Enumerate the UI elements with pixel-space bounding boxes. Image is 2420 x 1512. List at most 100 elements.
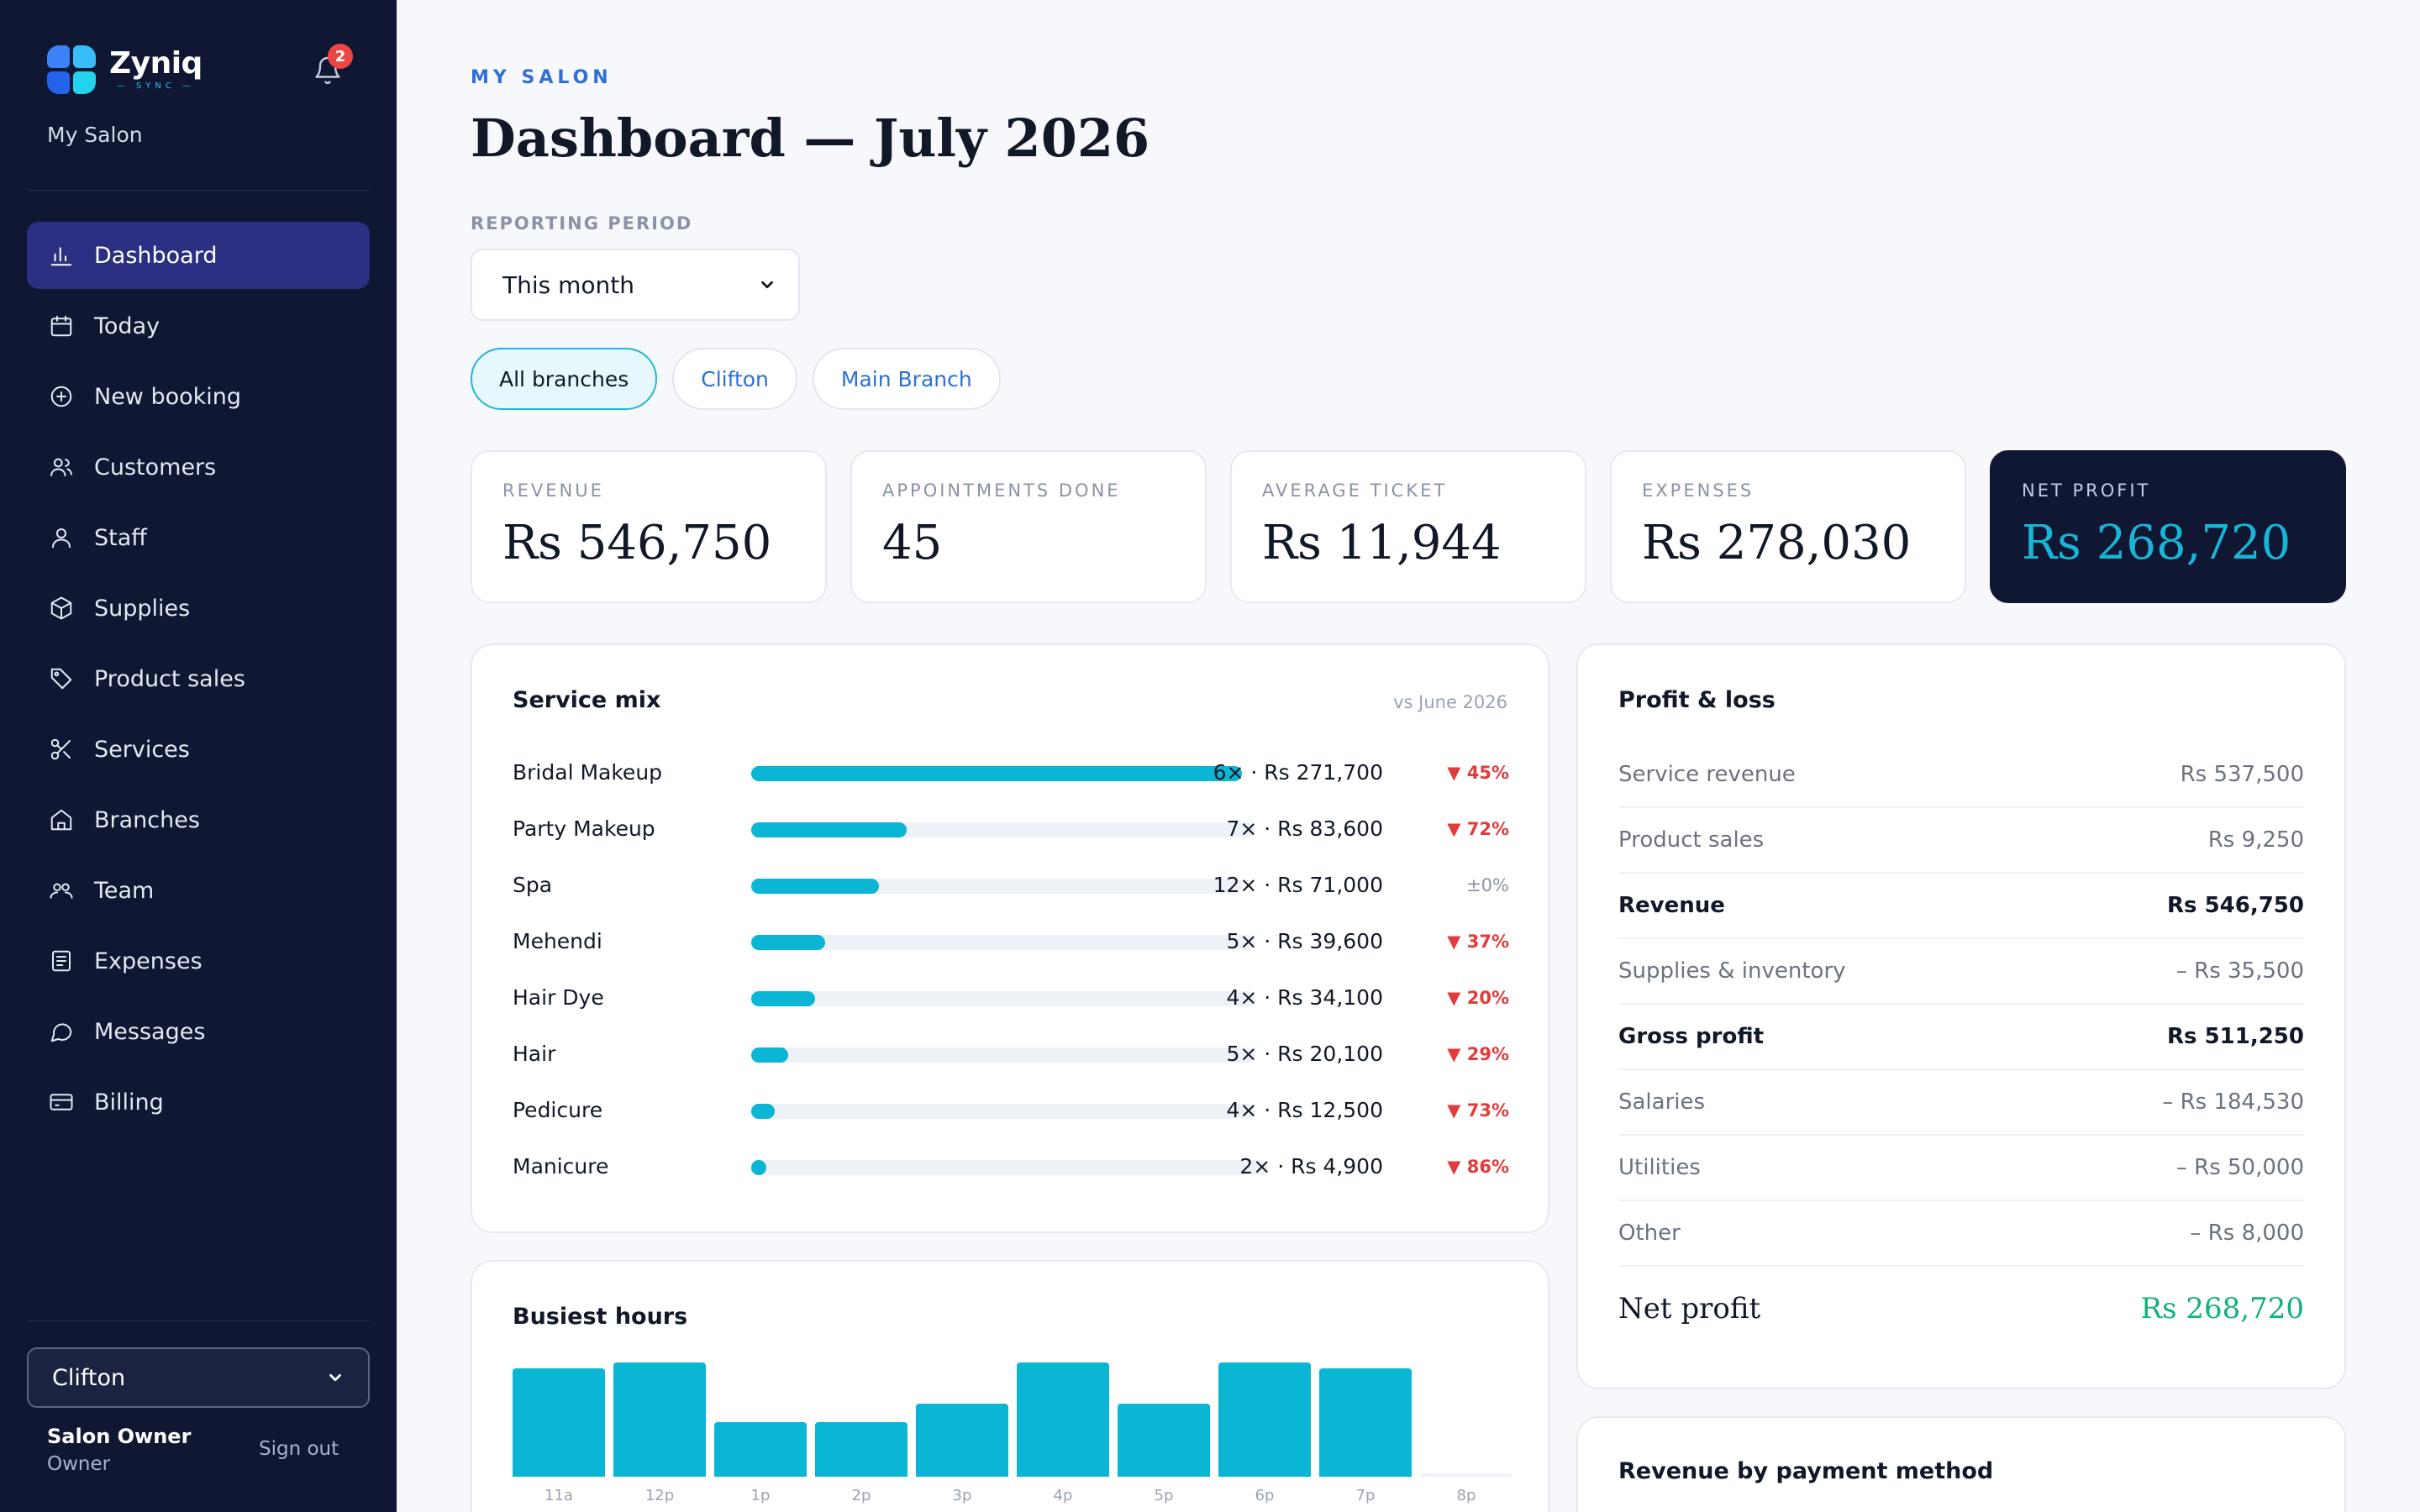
sidebar-item-product-sales[interactable]: Product sales — [27, 645, 370, 712]
sidebar-item-team[interactable]: Team — [27, 857, 370, 924]
pl-value: – Rs 184,530 — [2162, 1089, 2304, 1115]
team-icon — [50, 883, 73, 899]
net-profit-value: Rs 268,720 — [2140, 1292, 2304, 1326]
brand-logo[interactable]: Zyniq — SYNC — — [47, 45, 203, 94]
service-name: Spa — [513, 873, 553, 897]
service-stat: 6× · Rs 271,700 — [1213, 760, 1383, 785]
sidebar-item-label: New booking — [94, 383, 242, 410]
chip-clifton[interactable]: Clifton — [672, 348, 797, 410]
sidebar-item-label: Dashboard — [94, 242, 218, 269]
sidebar-item-label: Team — [94, 877, 155, 904]
kpi-revenue: REVENUE Rs 546,750 — [471, 450, 827, 603]
service-bar — [751, 879, 879, 894]
hour-label: 4p — [1053, 1487, 1073, 1504]
scissors-icon — [50, 738, 71, 760]
hour-label: 7p — [1355, 1487, 1376, 1504]
service-mix-row: Pedicure 4× · Rs 12,500 ▼ 73% — [513, 1094, 1509, 1127]
hour-bar — [1017, 1362, 1109, 1477]
service-delta: ±0% — [1466, 875, 1509, 895]
brand-subtitle: — SYNC — — [116, 81, 196, 91]
service-bar — [751, 1104, 775, 1119]
payment-method-card: Revenue by payment method — [1576, 1416, 2346, 1512]
kpi-value: Rs 11,944 — [1262, 516, 1502, 570]
card-title: Service mix — [513, 687, 661, 713]
service-name: Bridal Makeup — [513, 760, 663, 785]
comparison-note: vs June 2026 — [1393, 692, 1507, 712]
reporting-period-select[interactable]: This month — [471, 249, 800, 321]
pl-row: Service revenue Rs 537,500 — [1618, 743, 2304, 808]
credit-card-icon — [50, 1094, 73, 1110]
chip-all-branches[interactable]: All branches — [471, 348, 658, 410]
service-mix-row: Mehendi 5× · Rs 39,600 ▼ 37% — [513, 925, 1509, 958]
chip-main-branch[interactable]: Main Branch — [812, 348, 1001, 410]
sidebar-item-dashboard[interactable]: Dashboard — [27, 222, 370, 289]
hour-label: 12p — [644, 1487, 675, 1504]
pl-label: Service revenue — [1618, 762, 1796, 787]
service-bar-track — [751, 1160, 1267, 1175]
service-stat: 12× · Rs 71,000 — [1213, 873, 1383, 897]
pl-row: Supplies & inventory – Rs 35,500 — [1618, 939, 2304, 1005]
sidebar-item-billing[interactable]: Billing — [27, 1068, 370, 1136]
chevron-down-icon — [329, 1373, 341, 1382]
service-bar — [751, 935, 825, 950]
pl-row: Other – Rs 8,000 — [1618, 1201, 2304, 1267]
user-icon — [52, 528, 71, 549]
net-profit-label: Net profit — [1618, 1292, 1761, 1326]
chat-icon — [50, 1023, 72, 1042]
sidebar-item-label: Messages — [94, 1018, 206, 1045]
sidebar-item-label: Customers — [94, 454, 217, 480]
pl-net-profit-row: Net profit Rs 268,720 — [1618, 1267, 2304, 1351]
sidebar-item-branches[interactable]: Branches — [27, 786, 370, 853]
hour-label: 3p — [952, 1487, 972, 1504]
sidebar-item-services[interactable]: Services — [27, 716, 370, 783]
service-mix-row: Hair Dye 4× · Rs 34,100 ▼ 20% — [513, 981, 1509, 1015]
service-mix-row: Manicure 2× · Rs 4,900 ▼ 86% — [513, 1150, 1509, 1184]
hour-label: 2p — [851, 1487, 871, 1504]
calendar-icon — [50, 315, 72, 337]
service-mix-row: Bridal Makeup 6× · Rs 271,700 ▼ 45% — [513, 756, 1509, 790]
hour-bar — [1319, 1368, 1412, 1477]
kpi-label: AVERAGE TICKET — [1262, 480, 1448, 501]
kpi-value: Rs 546,750 — [502, 516, 772, 570]
sidebar-item-customers[interactable]: Customers — [27, 433, 370, 501]
card-title: Revenue by payment method — [1618, 1458, 1994, 1484]
pl-label: Gross profit — [1618, 1024, 1765, 1049]
branch-filter-chips: All branches Clifton Main Branch — [471, 348, 1016, 410]
pl-row: Gross profit Rs 511,250 — [1618, 1005, 2304, 1070]
sidebar-item-label: Staff — [94, 524, 147, 551]
sidebar-item-label: Services — [94, 736, 190, 763]
service-delta: ▼ 73% — [1447, 1100, 1509, 1121]
service-name: Pedicure — [513, 1098, 603, 1122]
sidebar-item-staff[interactable]: Staff — [27, 504, 370, 571]
pl-value: Rs 546,750 — [2167, 893, 2304, 918]
service-delta: ▼ 37% — [1447, 932, 1509, 952]
user-name: Salon Owner — [47, 1425, 192, 1448]
hour-label: 8p — [1456, 1487, 1476, 1504]
service-bar-track — [751, 879, 1242, 894]
kpi-average-ticket: AVERAGE TICKET Rs 11,944 — [1230, 450, 1586, 603]
sidebar-item-messages[interactable]: Messages — [27, 998, 370, 1065]
sign-out-link[interactable]: Sign out — [259, 1438, 339, 1460]
pl-label: Utilities — [1618, 1155, 1701, 1180]
sidebar-item-today[interactable]: Today — [27, 292, 370, 360]
kpi-label: APPOINTMENTS DONE — [882, 480, 1121, 501]
service-bar-track — [751, 766, 1242, 781]
reporting-period-label: REPORTING PERIOD — [471, 213, 693, 234]
service-mix-card: Service mix vs June 2026 Bridal Makeup 6×… — [471, 643, 1549, 1233]
sidebar-item-new-booking[interactable]: New booking — [27, 363, 370, 430]
hour-bar — [1118, 1404, 1210, 1477]
service-delta: ▼ 72% — [1447, 819, 1509, 839]
sidebar-item-supplies[interactable]: Supplies — [27, 575, 370, 642]
sidebar-item-expenses[interactable]: Expenses — [27, 927, 370, 995]
branch-select[interactable]: Clifton — [27, 1347, 370, 1408]
service-stat: 4× · Rs 12,500 — [1226, 1098, 1383, 1122]
pl-label: Other — [1618, 1221, 1681, 1246]
hour-bar — [513, 1368, 605, 1477]
service-delta: ▼ 29% — [1447, 1044, 1509, 1064]
profit-loss-card: Profit & loss Service revenue Rs 537,500 P… — [1576, 643, 2346, 1389]
kpi-value: 45 — [882, 516, 943, 570]
hour-bar — [1218, 1362, 1311, 1477]
service-mix-row: Party Makeup 7× · Rs 83,600 ▼ 72% — [513, 812, 1509, 846]
pl-row: Salaries – Rs 184,530 — [1618, 1070, 2304, 1136]
service-stat: 2× · Rs 4,900 — [1239, 1154, 1383, 1179]
